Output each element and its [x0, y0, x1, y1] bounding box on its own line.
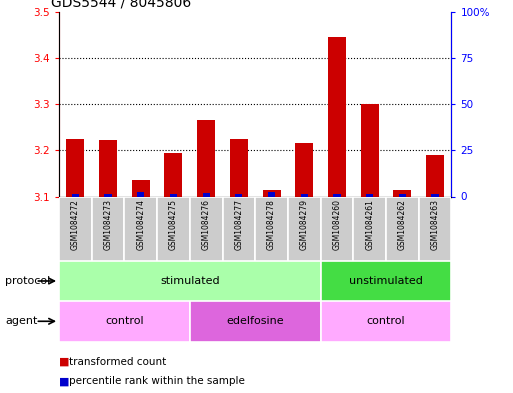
Bar — [419, 196, 451, 261]
Text: GSM1084276: GSM1084276 — [202, 199, 211, 250]
Text: GSM1084262: GSM1084262 — [398, 199, 407, 250]
Bar — [165, 152, 183, 196]
Bar — [190, 196, 223, 261]
Text: GSM1084275: GSM1084275 — [169, 199, 178, 250]
Bar — [301, 194, 308, 196]
Text: control: control — [367, 316, 405, 326]
Bar — [366, 194, 373, 196]
Text: GSM1084279: GSM1084279 — [300, 199, 309, 250]
Text: GSM1084274: GSM1084274 — [136, 199, 145, 250]
Text: GSM1084263: GSM1084263 — [430, 199, 440, 250]
Bar — [59, 196, 92, 261]
Bar — [295, 143, 313, 196]
Bar — [386, 196, 419, 261]
Bar — [190, 301, 321, 342]
Text: protocol: protocol — [5, 276, 50, 286]
Bar — [132, 180, 150, 196]
Bar — [59, 261, 321, 301]
Text: GDS5544 / 8045806: GDS5544 / 8045806 — [51, 0, 191, 9]
Bar — [66, 139, 84, 196]
Bar — [321, 301, 451, 342]
Bar — [59, 301, 190, 342]
Text: agent: agent — [5, 316, 37, 326]
Text: unstimulated: unstimulated — [349, 276, 423, 286]
Bar — [263, 191, 281, 196]
Bar — [255, 196, 288, 261]
Text: percentile rank within the sample: percentile rank within the sample — [69, 376, 245, 386]
Text: edelfosine: edelfosine — [226, 316, 284, 326]
Bar — [92, 196, 125, 261]
Bar — [124, 196, 157, 261]
Bar — [223, 196, 255, 261]
Text: transformed count: transformed count — [69, 356, 167, 367]
Bar — [99, 140, 117, 196]
Bar — [170, 194, 177, 196]
Bar — [197, 120, 215, 196]
Bar — [399, 194, 406, 196]
Bar — [268, 192, 275, 196]
Bar — [137, 192, 144, 196]
Bar — [431, 194, 439, 196]
Bar — [72, 194, 79, 196]
Bar — [333, 194, 341, 196]
Text: GSM1084272: GSM1084272 — [71, 199, 80, 250]
Bar — [321, 261, 451, 301]
Text: GSM1084260: GSM1084260 — [332, 199, 342, 250]
Bar — [157, 196, 190, 261]
Bar — [105, 194, 112, 196]
Text: GSM1084278: GSM1084278 — [267, 199, 276, 250]
Bar — [230, 139, 248, 196]
Text: control: control — [105, 316, 144, 326]
Bar — [353, 196, 386, 261]
Bar — [235, 194, 243, 196]
Text: ■: ■ — [59, 356, 69, 367]
Text: GSM1084277: GSM1084277 — [234, 199, 243, 250]
Bar — [321, 196, 353, 261]
Text: GSM1084261: GSM1084261 — [365, 199, 374, 250]
Text: ■: ■ — [59, 376, 69, 386]
Text: GSM1084273: GSM1084273 — [104, 199, 112, 250]
Bar — [426, 155, 444, 196]
Text: stimulated: stimulated — [160, 276, 220, 286]
Bar — [328, 37, 346, 197]
Bar — [203, 193, 210, 196]
Bar — [361, 104, 379, 196]
Bar — [393, 191, 411, 196]
Bar — [288, 196, 321, 261]
